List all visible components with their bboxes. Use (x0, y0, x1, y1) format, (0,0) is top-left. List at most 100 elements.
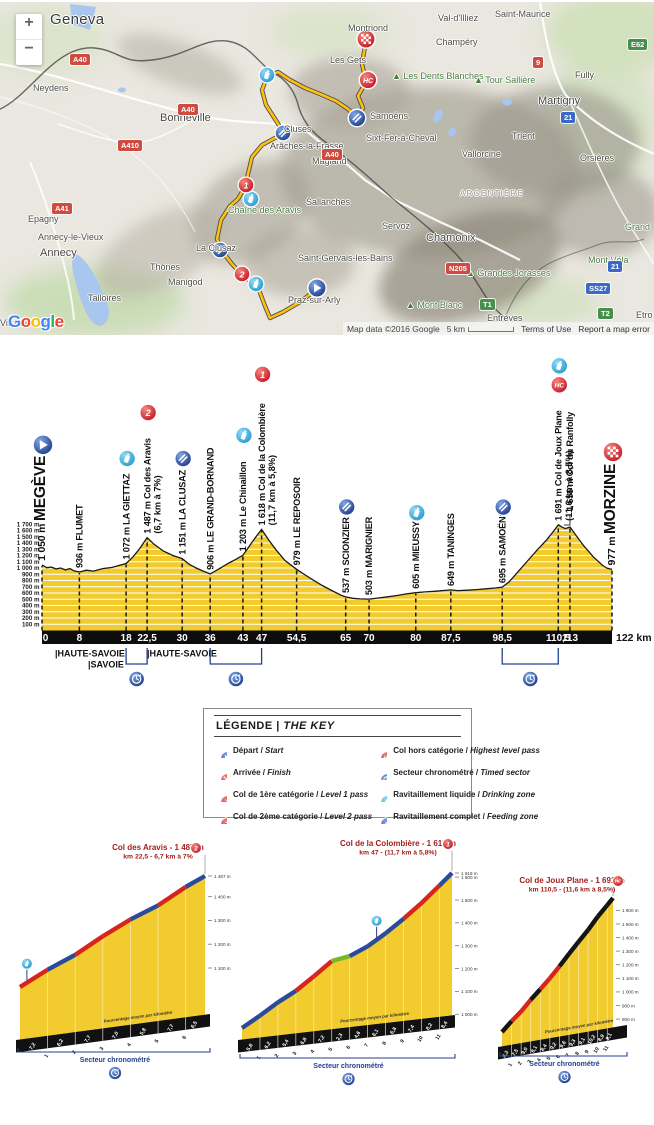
map-label: Vallorcine (462, 149, 501, 159)
map-label: Val-d'Illiez (438, 13, 479, 23)
col2-icon (190, 842, 202, 854)
zoom-out-button[interactable]: − (24, 40, 34, 57)
km-gradient-value: 10,2 (587, 1034, 597, 1046)
km-gradient-value: 7,4 (407, 1024, 416, 1033)
road-shield: N205 (446, 263, 470, 274)
svg-text:|SAVOIE: |SAVOIE (88, 660, 124, 670)
climb-base-bar (498, 1025, 627, 1060)
svg-text:1 072 m LA GIETTAZ: 1 072 m LA GIETTAZ (121, 473, 131, 559)
road-shield: T2 (598, 308, 613, 319)
map-label: Thônes (150, 262, 181, 272)
gradient-segment (366, 931, 387, 949)
gradient-segment (586, 915, 600, 932)
gradient-segment (276, 989, 298, 1005)
legend-item: Départ / Start (212, 743, 372, 758)
map-label: ▲ Tour Sallière (474, 75, 536, 85)
map-label: Mont Véla (588, 255, 629, 265)
arrivee-icon (602, 441, 624, 463)
svg-text:1 691 m Col de Joux Plane: 1 691 m Col de Joux Plane (553, 410, 563, 520)
map-label: Servoz (382, 221, 411, 231)
map-label: Geneva (50, 11, 105, 28)
km-gradient-value: 8,3 (501, 1050, 510, 1059)
hc-icon (612, 875, 624, 887)
climb-elevation-tick: 1 000 m (461, 1012, 478, 1017)
km-gradient-value: 9,1 (578, 1037, 587, 1046)
svg-text:1 487 m Col des Aravis: 1 487 m Col des Aravis (142, 438, 152, 533)
km-gradient-value: 7,5 (511, 1048, 520, 1057)
climb-elevation-tick: 1 600 m (461, 875, 478, 880)
department-labels: |HAUTE-SAVOIE|SAVOIE|HAUTE-SAVOIE (55, 649, 217, 670)
route-map[interactable]: Geneva Neydens Bonneville Cluses Arâches-la-… (0, 2, 654, 335)
legend-title: LÉGENDE | THE KEY (216, 720, 335, 732)
km-index: 5 (328, 1047, 335, 1053)
km-index: 9 (584, 1049, 591, 1055)
map-label: Chaîne des Aravis (228, 205, 302, 215)
map-label: Saint-Maurice (495, 9, 551, 19)
km-gradient-value: 2,3 (335, 1032, 344, 1041)
svg-text:1 100 m: 1 100 m (17, 559, 40, 566)
report-map-error-link[interactable]: Report a map error (578, 323, 650, 334)
km-index: 4 (126, 1042, 133, 1048)
svg-text:1 300 m: 1 300 m (17, 546, 40, 553)
map-attribution: Map data ©2016 Google 5 km Terms of Use … (342, 322, 654, 335)
gradient-segment (46, 952, 77, 972)
road-shield: 9 (533, 57, 544, 68)
km-gradient-value: 9,2 (549, 1042, 558, 1051)
zoom-in-button[interactable]: + (16, 14, 42, 40)
km-gradient-value: 5,8 (246, 1043, 255, 1052)
km-gradient-value: 6,5 (190, 1020, 199, 1029)
country-border (0, 39, 506, 319)
climb-sector-label: Secteur chronométré (529, 1061, 600, 1068)
map-label: Saint-Gervais-les-Bains (298, 253, 393, 263)
road-shield: T1 (480, 299, 495, 310)
svg-text:22,5: 22,5 (137, 633, 157, 644)
km-index: 1 (43, 1053, 50, 1059)
svg-text:1 050 m MEGÈVE: 1 050 m MEGÈVE (32, 456, 49, 561)
km-gradient-value: 7,2 (29, 1042, 38, 1051)
km-index: 7 (363, 1043, 370, 1049)
climb-elevation-tick: 1 500 m (461, 898, 478, 903)
gradient-segment (184, 874, 207, 889)
climb-elevation-tick: 1 200 m (622, 963, 639, 968)
profile-outline (41, 523, 613, 600)
distance-axis (42, 630, 612, 644)
svg-text:43: 43 (237, 633, 249, 644)
gradient-segment (519, 998, 533, 1013)
clock-icon (557, 1069, 572, 1085)
col1-icon (253, 365, 272, 384)
terms-of-use-link[interactable]: Terms of Use (521, 323, 572, 334)
svg-text:8: 8 (77, 633, 83, 644)
km-gradient-value: 8,4 (540, 1043, 549, 1052)
road-shield: E62 (628, 39, 648, 50)
km-index: 8 (574, 1051, 581, 1057)
map-labels: Geneva Neydens Bonneville Cluses Arâches-la-… (0, 2, 654, 335)
map-label: Montriond (348, 23, 389, 33)
km-index: 8 (381, 1041, 388, 1047)
map-canvas (0, 2, 654, 335)
gradient-segment (312, 959, 334, 979)
category-1-icon (212, 787, 227, 802)
svg-text:(11,7 km à 5,8%): (11,7 km à 5,8%) (267, 455, 277, 525)
svg-text:537 m SCIONZIER: 537 m SCIONZIER (341, 517, 351, 593)
km-gradient-value: 9,6 (559, 1040, 568, 1049)
km-index: 5 (546, 1056, 553, 1062)
map-label: Manigod (168, 277, 203, 287)
svg-text:900 m: 900 m (22, 571, 40, 578)
svg-text:1 203 m Le Chinaillon: 1 203 m Le Chinaillon (238, 461, 248, 551)
drink-zone-icon (372, 787, 387, 802)
climb-base-bar (238, 1015, 455, 1053)
km-index: 6 (182, 1035, 189, 1041)
google-logo[interactable]: Google (8, 312, 64, 332)
col2-icon (139, 403, 158, 422)
road-shield: 21 (608, 261, 623, 272)
map-roads (0, 2, 654, 321)
km-gradient-value: 9,3 (568, 1038, 577, 1047)
gradient-segment (419, 883, 441, 905)
scale-bar (468, 326, 515, 332)
km-index: 4 (310, 1049, 317, 1055)
climb-elevation-tick: 1 000 m (622, 990, 639, 995)
google-logo-letter: l (50, 312, 55, 331)
climb-title: Col de la Colombière - 1 618 m (340, 839, 456, 848)
road-shield: 21 (561, 112, 576, 123)
svg-text:110,5: 110,5 (546, 633, 571, 644)
